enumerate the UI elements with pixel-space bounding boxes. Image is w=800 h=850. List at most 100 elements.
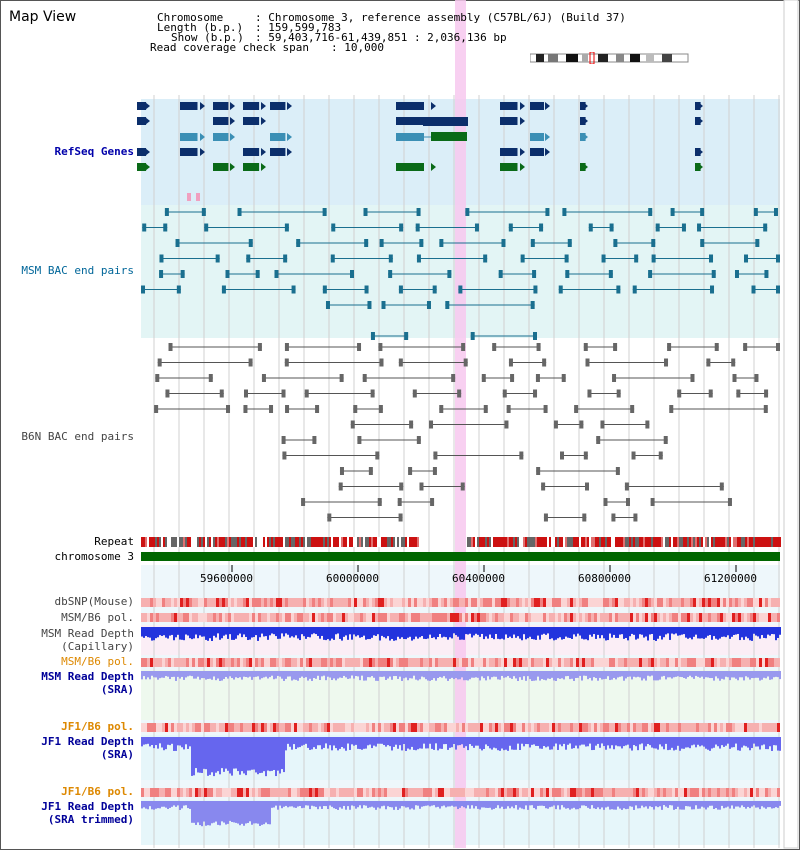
heat-cell: [252, 613, 255, 622]
depth-bar: [379, 627, 381, 641]
depth-bar: [757, 737, 759, 747]
heat-cell: [309, 613, 312, 622]
depth-bar: [445, 671, 447, 679]
heat-cell: [309, 598, 312, 607]
depth-bar: [411, 737, 413, 747]
heat-cell: [171, 658, 174, 667]
heat-cell: [528, 613, 531, 622]
heat-cell: [579, 788, 582, 797]
heat-cell: [273, 723, 276, 732]
gene-exon: [530, 102, 544, 110]
depth-bar: [267, 737, 269, 771]
heat-cell: [333, 788, 336, 797]
gene-arrow: [698, 102, 703, 110]
repeat-segment: [767, 537, 769, 547]
depth-bar: [585, 671, 587, 676]
depth-bar: [639, 737, 641, 745]
repeat-segment: [209, 537, 211, 547]
heat-cell: [408, 613, 411, 622]
heat-cell: [651, 598, 654, 607]
heat-cell: [591, 598, 594, 607]
heat-cell: [537, 788, 540, 797]
depth-bar: [205, 801, 207, 826]
heat-cell: [159, 788, 162, 797]
depth-bar: [443, 671, 445, 677]
refseq-genes-label[interactable]: RefSeq Genes: [54, 145, 134, 158]
depth-bar: [543, 801, 545, 807]
depth-bar: [307, 627, 309, 637]
repeat-segment: [609, 537, 611, 547]
heat-cell: [567, 788, 570, 797]
repeat-segment: [631, 537, 633, 547]
depth-bar: [295, 737, 297, 750]
depth-bar: [243, 801, 245, 826]
heat-cell: [477, 613, 480, 622]
depth-bar: [723, 671, 725, 680]
gene-arrow: [200, 148, 205, 156]
heat-cell: [621, 658, 624, 667]
heat-cell: [258, 658, 261, 667]
depth-bar: [729, 627, 731, 639]
heat-cell: [450, 613, 453, 622]
depth-bar: [279, 801, 281, 806]
depth-bar: [533, 627, 535, 640]
heat-cell: [720, 598, 723, 607]
repeat-segment: [375, 537, 377, 547]
heat-cell: [741, 598, 744, 607]
heat-cell: [669, 613, 672, 622]
depth-bar: [601, 737, 603, 744]
heat-cell: [354, 598, 357, 607]
heat-cell: [384, 788, 387, 797]
heat-cell: [420, 658, 423, 667]
heat-cell: [576, 723, 579, 732]
depth-bar: [423, 801, 425, 807]
depth-bar: [559, 737, 561, 745]
depth-bar: [709, 737, 711, 751]
bac-end: [165, 389, 170, 398]
chromosome-ideogram[interactable]: [530, 52, 690, 64]
bac-end: [732, 374, 737, 382]
repeat-segment: [511, 537, 513, 547]
depth-bar: [613, 801, 615, 810]
depth-bar: [591, 737, 593, 751]
heat-cell: [387, 613, 390, 622]
depth-bar: [605, 801, 607, 808]
heat-cell: [312, 598, 315, 607]
heat-cell: [534, 723, 537, 732]
heat-cell: [567, 598, 570, 607]
heat-cell: [162, 598, 165, 607]
heat-cell: [633, 723, 636, 732]
bac-end: [404, 332, 409, 340]
depth-bar: [763, 801, 765, 808]
heat-cell: [156, 598, 159, 607]
depth-bar: [715, 737, 717, 745]
heat-cell: [597, 598, 600, 607]
depth-bar: [225, 737, 227, 769]
heat-cell: [777, 723, 780, 732]
depth-bar: [347, 627, 349, 640]
heat-cell: [318, 788, 321, 797]
depth-bar: [597, 627, 599, 635]
depth-bar: [327, 737, 329, 749]
heat-cell: [342, 658, 345, 667]
heat-cell: [297, 788, 300, 797]
repeat-segment: [719, 537, 721, 547]
depth-bar: [493, 737, 495, 748]
repeat-segment: [691, 537, 693, 547]
depth-bar: [737, 671, 739, 681]
heat-cell: [456, 613, 459, 622]
heat-cell: [645, 658, 648, 667]
depth-bar: [413, 801, 415, 810]
depth-bar: [637, 737, 639, 751]
heat-cell: [591, 613, 594, 622]
heat-cell: [492, 723, 495, 732]
b6n-bac-label[interactable]: B6N BAC end pairs: [21, 430, 134, 443]
bac-end: [283, 254, 288, 263]
depth-bar: [361, 627, 363, 638]
depth-bar: [657, 737, 659, 750]
depth-bar: [771, 671, 773, 680]
heat-cell: [615, 658, 618, 667]
msm-bac-label[interactable]: MSM BAC end pairs: [21, 264, 134, 277]
heat-cell: [294, 723, 297, 732]
